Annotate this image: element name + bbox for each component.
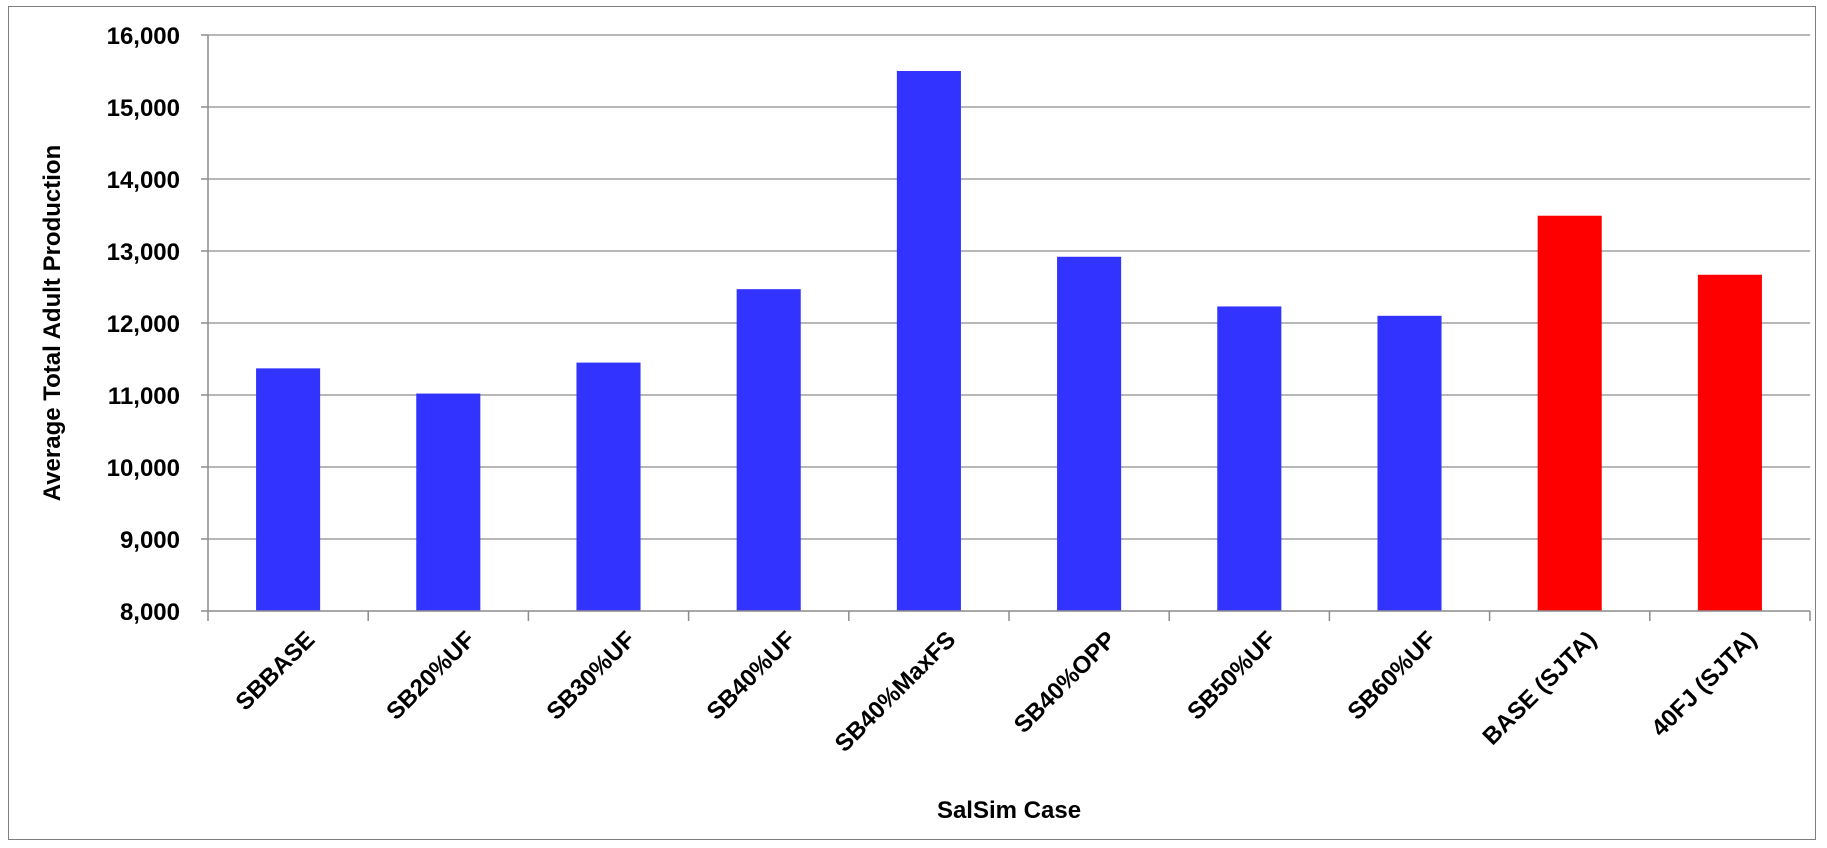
bar xyxy=(896,71,961,611)
x-tick-labels: SBBASE SB20%UF SB30%UF SB40%UF SB40%MaxFS SB4… xyxy=(231,626,1763,757)
bar xyxy=(1377,315,1442,611)
y-tick-label: 16,000 xyxy=(107,23,180,50)
x-tick-label: SB40%UF xyxy=(702,626,801,725)
x-tick-label: SB40%OPP xyxy=(1009,626,1121,738)
bar xyxy=(1537,215,1602,611)
bar xyxy=(736,289,801,611)
y-tick-label: 8,000 xyxy=(120,599,180,626)
y-tick-label: 11,000 xyxy=(108,383,180,410)
bar xyxy=(416,393,481,611)
x-tick-label: 40FJ (SJTA) xyxy=(1646,626,1762,742)
x-tick-label: SB50%UF xyxy=(1182,626,1281,725)
y-tick-label: 15,000 xyxy=(107,95,180,122)
y-tick-labels: 8,000 9,000 10,000 11,000 12,000 13,000 14,000… xyxy=(107,23,180,626)
x-tick-label: SB20%UF xyxy=(381,626,480,725)
y-tick-label: 12,000 xyxy=(107,311,180,338)
bar xyxy=(256,368,321,611)
bars xyxy=(256,71,1762,611)
x-tick-label: SB60%UF xyxy=(1342,626,1441,725)
x-tick-label: SBBASE xyxy=(231,626,321,716)
x-axis-title: SalSim Case xyxy=(937,797,1081,824)
axes xyxy=(201,34,1811,621)
bar xyxy=(1697,274,1762,611)
x-tick-label: SB40%MaxFS xyxy=(830,626,961,757)
y-tick-label: 9,000 xyxy=(120,527,180,554)
y-tick-label: 13,000 xyxy=(107,239,180,266)
x-tick-label: SB30%UF xyxy=(541,626,640,725)
y-tick-label: 14,000 xyxy=(107,167,180,194)
y-axis-title: Average Total Adult Production xyxy=(39,145,66,501)
y-tick-label: 10,000 xyxy=(107,455,180,482)
bar xyxy=(1057,256,1122,611)
bar xyxy=(576,362,641,611)
bar xyxy=(1217,306,1282,611)
x-tick-label: BASE (SJTA) xyxy=(1478,626,1602,750)
